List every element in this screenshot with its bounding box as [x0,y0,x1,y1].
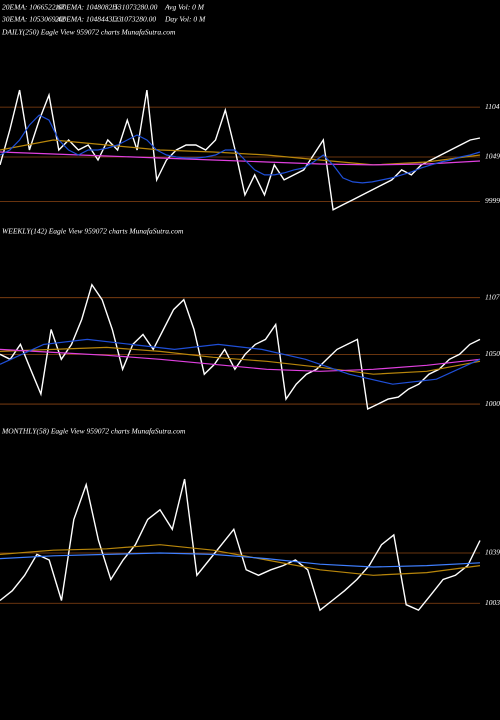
header-text: 100EMA: 1048082.53 [55,3,122,12]
price-line [0,89,481,211]
y-tick-label: 1107 [485,292,500,301]
header-text: 200EMA: 1048443.33 [55,15,122,24]
price-line [0,348,481,372]
price-line [0,346,481,375]
price-line [0,552,481,568]
panel-title: DAILY(250) Eagle View 959072 charts Muna… [1,28,176,37]
header-text: L: 1073280.00 [111,15,156,24]
header-text: Avg Vol: 0 M [164,3,205,12]
price-line [0,114,481,184]
y-tick-label: 9999 [485,196,500,205]
price-line [0,544,481,576]
y-tick-label: 1000 [485,399,500,408]
y-tick-label: 1039 [485,548,500,557]
header-text: 20EMA: 1066522.67 [2,3,65,12]
y-tick-label: 1050 [485,349,500,358]
price-line [0,283,481,411]
header-text: H: 1073280.00 [111,3,158,12]
price-line [0,338,481,385]
y-tick-label: 1104 [485,102,500,111]
y-tick-label: 1049 [485,152,500,161]
panel-title: MONTHLY(58) Eagle View 959072 charts Mun… [1,427,186,436]
header-text: 30EMA: 1053069.42 [1,15,65,24]
panel-title: WEEKLY(142) Eagle View 959072 charts Mun… [2,227,184,236]
y-tick-label: 1003 [485,598,500,607]
price-line [0,139,481,166]
price-line [0,478,481,612]
price-line [0,151,481,166]
header-text: Day Vol: 0 M [164,15,206,24]
